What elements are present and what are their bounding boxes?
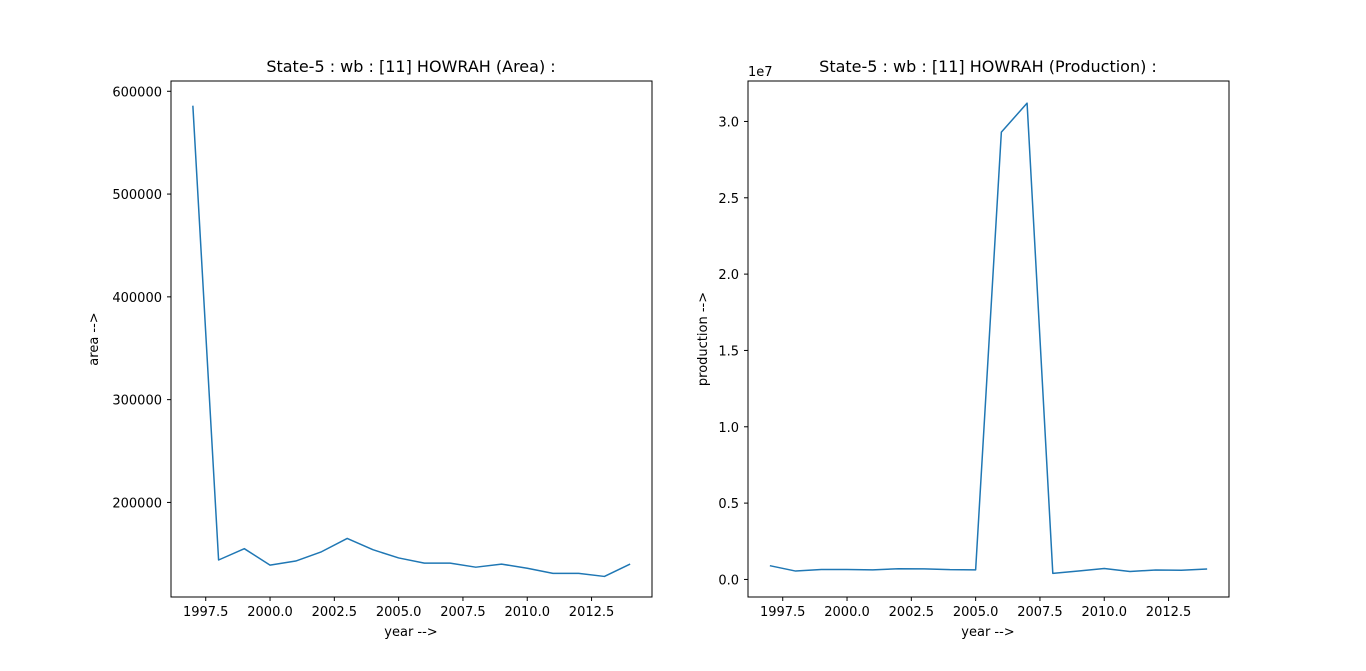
area-y-tick-label: 600000	[112, 85, 162, 100]
production-y-axis-label: production -->	[696, 292, 711, 386]
production-x-axis-label: year -->	[961, 625, 1014, 640]
area-x-tick-label: 1997.5	[183, 605, 229, 620]
production-x-tick-label: 2012.5	[1146, 605, 1192, 620]
area-x-axis-label: year -->	[384, 625, 437, 640]
production-y-tick-label: 2.0	[718, 268, 739, 283]
area-marks	[192, 105, 631, 578]
production-series-line	[769, 102, 1208, 575]
area-x-tick-label: 2000.0	[247, 605, 293, 620]
production-y-ticks: 0.0 0.5 1.0 1.5 2.0 2.5 3.0	[718, 115, 748, 588]
area-y-ticks: 200000 300000 400000 500000 600000	[112, 85, 171, 511]
production-y-tick-label: 3.0	[718, 115, 739, 130]
area-y-tick-label: 200000	[112, 496, 162, 511]
area-y-axis-label: area -->	[87, 312, 102, 365]
production-plot-frame	[747, 80, 1230, 598]
production-marks	[769, 102, 1208, 575]
area-x-tick-label: 2005.0	[376, 605, 422, 620]
production-x-tick-label: 2000.0	[824, 605, 870, 620]
production-x-tick-label: 2007.5	[1017, 605, 1063, 620]
area-y-tick-label: 500000	[112, 188, 162, 203]
area-series-line	[192, 105, 631, 578]
production-x-ticks: 1997.5 2000.0 2002.5 2005.0 2007.5 2010.0 2012…	[760, 597, 1191, 620]
production-y-tick-label: 0.0	[718, 573, 739, 588]
production-chart: State-5 : wb : [11] HOWRAH (Production) …	[696, 57, 1230, 640]
area-y-tick-label: 400000	[112, 291, 162, 306]
area-plot-frame	[170, 80, 653, 598]
production-x-tick-label: 1997.5	[760, 605, 806, 620]
production-x-tick-label: 2002.5	[889, 605, 935, 620]
area-x-tick-label: 2007.5	[440, 605, 486, 620]
production-y-offset-label: 1e7	[748, 65, 773, 80]
production-y-tick-label: 0.5	[718, 497, 739, 512]
production-chart-title: State-5 : wb : [11] HOWRAH (Production) …	[819, 57, 1157, 76]
area-chart-title: State-5 : wb : [11] HOWRAH (Area) :	[266, 57, 555, 76]
production-x-tick-label: 2010.0	[1081, 605, 1127, 620]
production-y-tick-label: 1.0	[718, 421, 739, 436]
production-y-tick-label: 2.5	[718, 192, 739, 207]
area-y-tick-label: 300000	[112, 394, 162, 409]
area-x-tick-label: 2010.0	[504, 605, 550, 620]
production-x-tick-label: 2005.0	[953, 605, 999, 620]
area-x-ticks: 1997.5 2000.0 2002.5 2005.0 2007.5 2010.0 2012…	[183, 597, 614, 620]
production-y-tick-label: 1.5	[718, 344, 739, 359]
area-chart: State-5 : wb : [11] HOWRAH (Area) : 1997…	[87, 57, 653, 640]
area-x-tick-label: 2012.5	[569, 605, 615, 620]
area-x-tick-label: 2002.5	[312, 605, 358, 620]
